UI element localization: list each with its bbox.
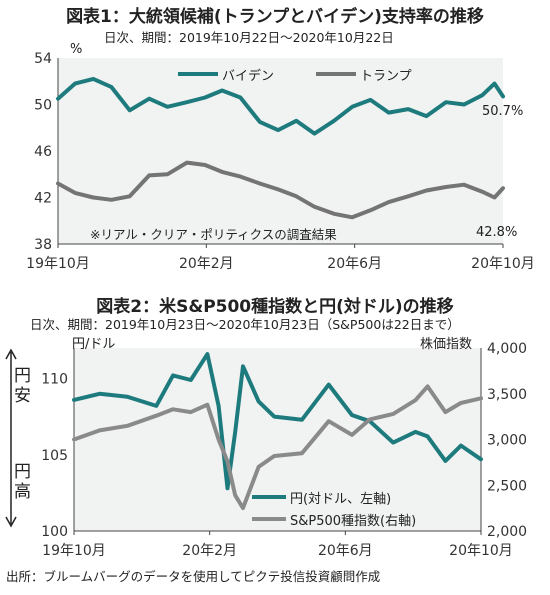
- chart2-plot-area: [74, 348, 481, 531]
- chart1-y-tick-label: 38: [34, 237, 52, 253]
- chart2-y-right-tick-label: 2,500: [487, 478, 527, 494]
- chart2-source: 出所：ブルームバーグのデータを使用してピクテ投信投資顧問作成: [6, 569, 381, 584]
- chart2-y-right-tick-label: 2,000: [487, 524, 527, 540]
- chart2-subtitle: 日次、期間：2019年10月23日～2020年10月23日（S&P500は22日…: [30, 317, 460, 332]
- chart2-side-label-yen-strong: 円高: [14, 462, 31, 502]
- chart2-y-tick-label: 105: [41, 448, 68, 464]
- chart2-y-left-unit: 円/ドル: [72, 337, 116, 352]
- chart1-y-tick-label: 46: [34, 144, 52, 160]
- chart1-y-tick-label: 42: [34, 191, 52, 207]
- yen-direction-arrow-down-icon: [5, 516, 17, 528]
- chart1-end-label-biden: 50.7%: [482, 104, 524, 119]
- chart2-y-right-tick-label: 3,500: [487, 387, 527, 403]
- chart1-note: ※リアル・クリア・ポリティクスの調査結果: [90, 227, 337, 242]
- chart2-x-tick-label: 20年6月: [318, 543, 373, 559]
- chart2-side-label-yen-weak: 円安: [14, 366, 31, 406]
- chart1-legend-trump-label: トランプ: [360, 69, 412, 84]
- chart1-y-tick-label: 54: [34, 51, 52, 67]
- chart1-title: 図表1：大統領候補(トランプとバイデン)支持率の推移: [66, 7, 484, 27]
- chart1-y-unit: %: [70, 42, 83, 57]
- chart2-y-tick-label: 110: [41, 372, 68, 388]
- chart2-series-line-2: [72, 384, 483, 511]
- chart2-y-right-tick-label: 3,000: [487, 433, 527, 449]
- yen-direction-arrow-up-icon: [5, 348, 17, 360]
- chart2-x-tick-label: 19年10月: [42, 543, 106, 559]
- chart2-x-tick-label: 20年2月: [182, 543, 237, 559]
- chart1-y-tick-label: 50: [34, 98, 52, 114]
- chart1-subtitle: 日次、期間：2019年10月22日～2020年10月22日: [104, 30, 394, 45]
- chart1-series-line-1: [56, 76, 505, 136]
- chart1-x-tick-label: 20年2月: [179, 256, 234, 272]
- chart1-end-label-trump: 42.8%: [476, 225, 518, 240]
- chart2-y-tick-label: 100: [41, 524, 68, 540]
- chart1-plot-area: [58, 58, 503, 244]
- chart2-legend-sp500-label: S&P500種指数(右軸): [290, 514, 417, 529]
- chart1-legend-biden-label: バイデン: [222, 69, 275, 84]
- chart2-x-tick-label: 20年10月: [449, 543, 513, 559]
- chart1-series-line-2: [56, 160, 505, 220]
- chart2-title: 図表2：米S&P500種指数と円(対ドル)の推移: [96, 297, 454, 317]
- chart1-x-tick-label: 20年10月: [471, 256, 535, 272]
- chart2-y-right-tick-label: 4,000: [487, 341, 527, 357]
- chart2-y-right-unit: 株価指数: [420, 337, 473, 352]
- chart2-legend-yen-label: 円(対ドル、左軸): [290, 492, 392, 507]
- chart2-series-line-1: [72, 352, 483, 491]
- chart1-x-tick-label: 19年10月: [26, 256, 90, 272]
- chart1-x-tick-label: 20年6月: [327, 256, 382, 272]
